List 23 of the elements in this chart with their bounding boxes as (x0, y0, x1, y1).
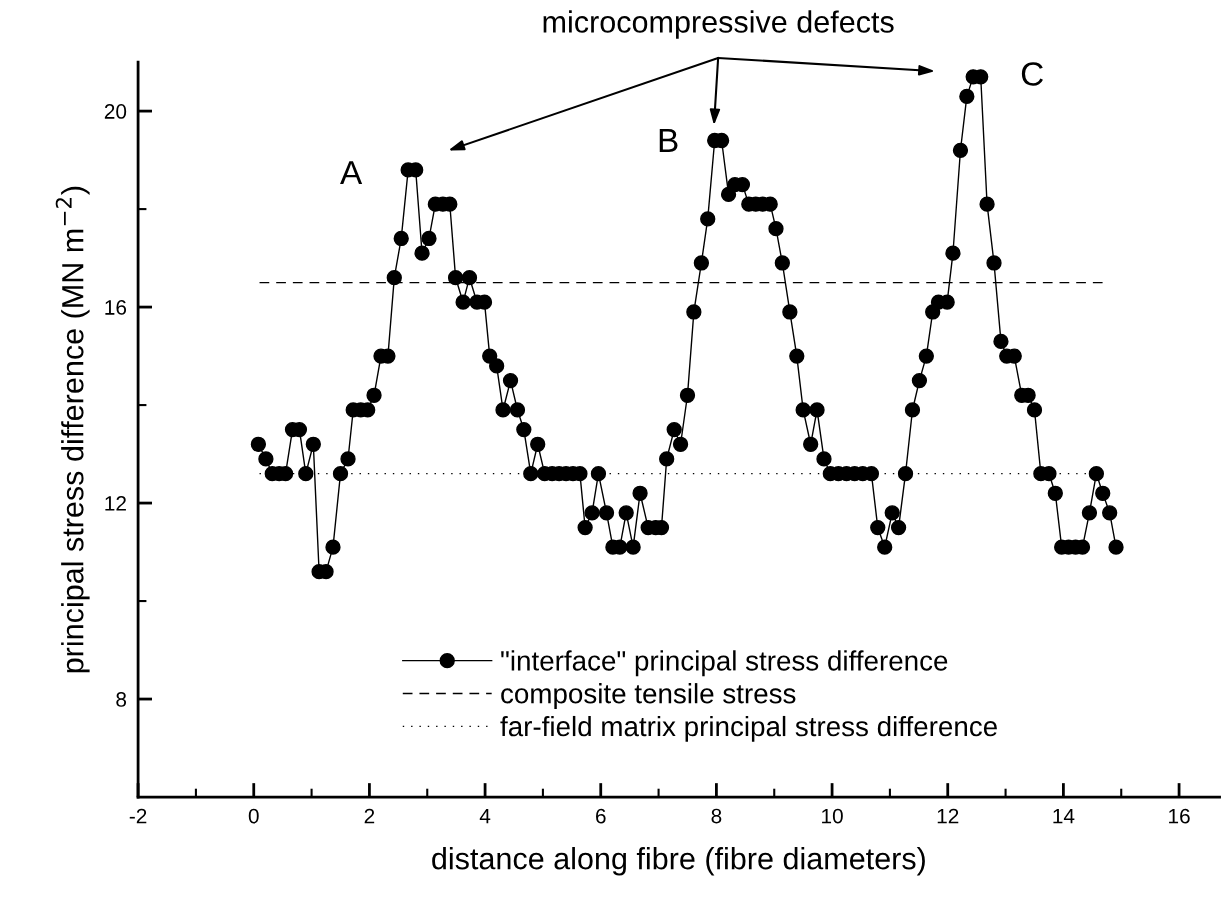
y-tick-label: 20 (104, 104, 127, 119)
x-tick-label: 0 (248, 808, 259, 824)
annotation: A (340, 161, 363, 185)
text: microcompressive defects (543, 10, 894, 39)
legend-label: far-field matrix principal stress difference (500, 715, 997, 742)
y-tick-label: 16 (105, 300, 127, 315)
legend-label: "interface" principal stress difference (501, 650, 948, 677)
x-tick-label: 2 (364, 808, 375, 824)
x-tick-label: 14 (1053, 808, 1075, 824)
x-tick-label: 4 (479, 808, 491, 824)
x-tick-label: 6 (596, 808, 606, 824)
y-tick-label: 12 (105, 496, 126, 511)
x-tick-label: 10 (822, 808, 843, 824)
x-tick-label: 12 (937, 808, 959, 824)
y-tick-label: 8 (116, 692, 127, 707)
legend-label: composite tensile stress (501, 683, 796, 709)
x-axis-title: distance along fibre (fibre diameters) (432, 847, 925, 876)
x-tick-label: 8 (711, 808, 722, 824)
x-tick-label: 16 (1169, 808, 1190, 824)
annotation: B (659, 128, 678, 152)
annotation: C (1021, 62, 1043, 86)
x-tick-label: -2 (129, 808, 147, 824)
y-axis-title: principal stress difference (MN m$^{−2}$) (55, 186, 90, 673)
